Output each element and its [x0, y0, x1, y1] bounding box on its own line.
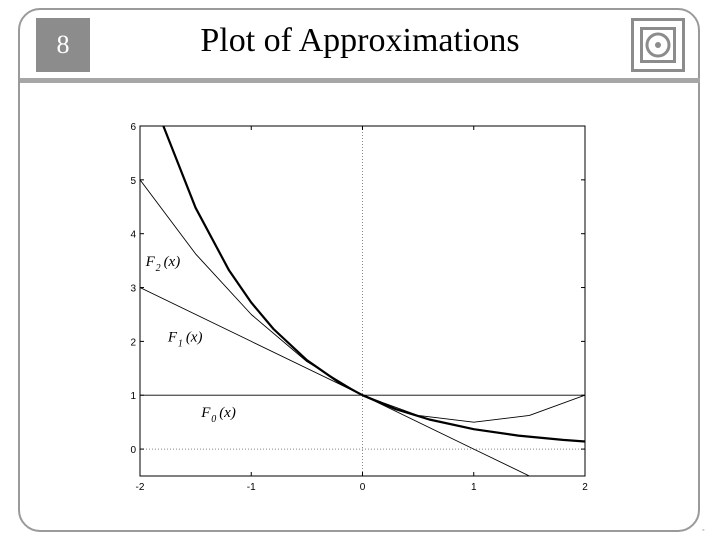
x-tick-label: 0 — [360, 482, 366, 493]
series-label-f1-main: F — [167, 329, 178, 345]
slide-frame — [18, 8, 700, 532]
slide-title: Plot of Approximations — [200, 22, 520, 59]
y-tick-label: 0 — [130, 445, 136, 456]
series-label-f1-arg: (x) — [186, 329, 203, 345]
x-tick-label: 1 — [471, 482, 477, 493]
y-tick-label: 6 — [130, 122, 136, 133]
slide-number: 8 — [36, 18, 90, 72]
series-label-f0-arg: (x) — [219, 405, 236, 421]
y-tick-label: 5 — [130, 176, 136, 187]
y-tick-label: 2 — [130, 337, 136, 348]
series-label-f0-sub: 0 — [211, 414, 216, 425]
logo-inner-square — [640, 27, 676, 63]
series-label-f0-main: F — [200, 405, 211, 421]
series-line-f1 — [140, 287, 530, 476]
series-label-f2-arg: (x) — [164, 254, 181, 270]
series-label-f1-sub: 1 — [178, 338, 183, 349]
header-rule — [20, 78, 700, 83]
y-tick-label: 3 — [130, 284, 136, 295]
corner-mark: ◦ — [702, 526, 705, 534]
x-tick-label: 2 — [582, 482, 588, 493]
series-line-exact — [162, 126, 585, 443]
series-label-f2-main: F — [145, 254, 156, 270]
y-tick-label: 1 — [130, 391, 136, 402]
x-tick-label: -2 — [136, 482, 145, 493]
y-tick-label: 4 — [130, 230, 136, 241]
x-tick-label: -1 — [247, 482, 256, 493]
nested-square-logo-icon — [631, 18, 685, 72]
logo-ring-icon — [645, 32, 671, 58]
series-label-f2-sub: 2 — [156, 263, 161, 274]
